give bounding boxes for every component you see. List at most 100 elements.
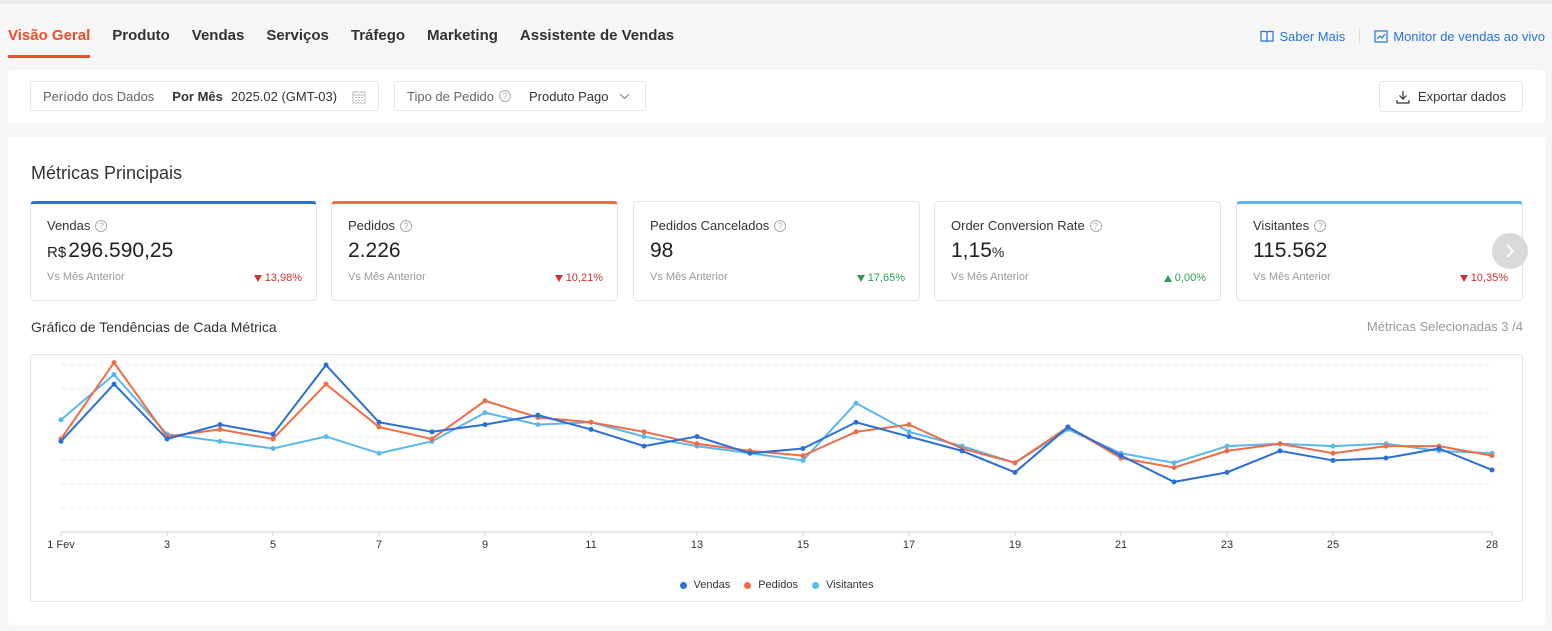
data-point-visitantes[interactable] [1224, 443, 1230, 449]
data-point-pedidos[interactable] [1383, 443, 1389, 449]
change-value: 13,98% [264, 272, 302, 284]
data-point-vendas[interactable] [1171, 479, 1177, 485]
legend-item-pedidos[interactable]: Pedidos [744, 579, 798, 591]
data-point-vendas[interactable] [959, 448, 965, 454]
data-point-pedidos[interactable] [270, 436, 276, 442]
data-point-vendas[interactable] [164, 436, 170, 442]
data-point-vendas[interactable] [588, 426, 594, 432]
data-point-pedidos[interactable] [641, 429, 647, 435]
monitor-link[interactable]: Monitor de vendas ao vivo [1374, 29, 1545, 44]
data-point-visitantes[interactable] [1330, 443, 1336, 449]
data-point-vendas[interactable] [217, 422, 223, 428]
data-point-vendas[interactable] [58, 438, 64, 444]
data-point-vendas[interactable] [641, 443, 647, 449]
data-point-pedidos[interactable] [1489, 453, 1495, 459]
tab-trafego[interactable]: Tráfego [350, 27, 406, 44]
data-point-vendas[interactable] [270, 431, 276, 437]
data-point-pedidos[interactable] [376, 424, 382, 430]
saber-mais-link[interactable]: Saber Mais [1260, 29, 1345, 44]
help-icon[interactable]: ? [1314, 219, 1327, 232]
tab-servicos[interactable]: Serviços [266, 27, 329, 44]
help-icon[interactable]: ? [498, 90, 511, 102]
legend-item-visitantes[interactable]: Visitantes [811, 579, 873, 591]
help-icon[interactable]: ? [1089, 219, 1102, 232]
data-point-visitantes[interactable] [217, 438, 223, 444]
data-point-pedidos[interactable] [1171, 465, 1177, 471]
metric-card-pedidos-cancelados[interactable]: Pedidos Cancelados? 98 Vs Mês Anterior 1… [633, 201, 920, 301]
data-point-pedidos[interactable] [482, 398, 488, 404]
data-point-pedidos[interactable] [800, 453, 806, 459]
data-point-vendas[interactable] [747, 450, 753, 456]
data-point-vendas[interactable] [111, 381, 117, 387]
period-picker[interactable]: Período dos Dados Por Mês 2025.02 (GMT-0… [30, 81, 379, 111]
tab-marketing[interactable]: Marketing [427, 27, 498, 44]
data-point-visitantes[interactable] [641, 434, 647, 440]
legend-item-vendas[interactable]: Vendas [679, 579, 730, 591]
data-point-visitantes[interactable] [270, 446, 276, 451]
data-point-vendas[interactable] [1330, 457, 1336, 463]
tab-vendas[interactable]: Vendas [191, 27, 245, 44]
next-cards-button[interactable] [1492, 233, 1528, 269]
export-button[interactable]: Exportar dados [1379, 81, 1523, 112]
data-point-pedidos[interactable] [694, 441, 700, 447]
data-point-vendas[interactable] [376, 419, 382, 425]
data-point-vendas[interactable] [535, 412, 541, 418]
data-point-pedidos[interactable] [853, 429, 859, 435]
data-point-visitantes[interactable] [376, 450, 382, 456]
legend-dot [744, 581, 752, 589]
export-label: Exportar dados [1417, 89, 1507, 104]
data-point-vendas[interactable] [800, 446, 806, 451]
data-point-visitantes[interactable] [323, 434, 329, 440]
data-point-pedidos[interactable] [1330, 450, 1336, 456]
data-point-visitantes[interactable] [1171, 460, 1177, 466]
data-point-vendas[interactable] [1383, 455, 1389, 461]
x-tick-label: 15 [797, 539, 809, 551]
currency-symbol: R$ [47, 244, 67, 261]
help-icon[interactable]: ? [399, 219, 412, 232]
data-point-pedidos[interactable] [906, 422, 912, 428]
data-point-vendas[interactable] [1436, 446, 1442, 451]
data-point-vendas[interactable] [1277, 448, 1283, 454]
data-point-pedidos[interactable] [217, 426, 223, 432]
data-point-vendas[interactable] [1224, 469, 1230, 475]
data-point-vendas[interactable] [694, 434, 700, 440]
data-point-vendas[interactable] [1065, 424, 1071, 430]
data-point-vendas[interactable] [482, 422, 488, 428]
metric-card-visitantes[interactable]: Visitantes? 115.562 Vs Mês Anterior 10,3… [1236, 201, 1523, 301]
metric-card-pedidos[interactable]: Pedidos? 2.226 Vs Mês Anterior 10,21% [331, 201, 618, 301]
selected-metrics-count[interactable]: Métricas Selecionadas 3 /4 [1366, 319, 1523, 334]
data-point-pedidos[interactable] [323, 381, 329, 387]
data-point-visitantes[interactable] [111, 372, 117, 378]
data-point-visitantes[interactable] [535, 422, 541, 428]
tab-assistente-de-vendas[interactable]: Assistente de Vendas [519, 27, 675, 44]
data-point-visitantes[interactable] [906, 429, 912, 435]
data-point-visitantes[interactable] [482, 410, 488, 416]
nav-divider [1359, 29, 1361, 43]
data-point-vendas[interactable] [906, 434, 912, 440]
data-point-vendas[interactable] [323, 362, 329, 368]
help-icon[interactable]: ? [95, 219, 108, 232]
order-type-select[interactable]: Tipo de Pedido ? Produto Pago [394, 81, 646, 111]
data-point-vendas[interactable] [1012, 469, 1018, 475]
download-icon [1396, 90, 1410, 104]
tab-visao-geral[interactable]: Visão Geral [8, 4, 91, 68]
data-point-pedidos[interactable] [111, 360, 117, 366]
change-value: 10,35% [1470, 272, 1508, 284]
data-point-visitantes[interactable] [853, 400, 859, 406]
data-point-visitantes[interactable] [800, 457, 806, 463]
data-point-pedidos[interactable] [1277, 441, 1283, 447]
metric-card-order-conversion-rate[interactable]: Order Conversion Rate? 1,15% Vs Mês Ante… [934, 201, 1221, 301]
data-point-vendas[interactable] [853, 419, 859, 425]
data-point-visitantes[interactable] [58, 417, 64, 423]
help-icon[interactable]: ? [774, 219, 787, 232]
metric-name: Visitantes? [1253, 218, 1506, 233]
tab-produto[interactable]: Produto [112, 27, 170, 44]
metric-card-vendas[interactable]: Vendas? R$296.590,25 Vs Mês Anterior 13,… [30, 201, 317, 301]
data-point-pedidos[interactable] [1224, 448, 1230, 454]
data-point-pedidos[interactable] [588, 419, 594, 425]
data-point-vendas[interactable] [429, 429, 435, 435]
data-point-pedidos[interactable] [1012, 460, 1018, 466]
data-point-vendas[interactable] [1118, 453, 1124, 459]
data-point-vendas[interactable] [1489, 467, 1495, 473]
data-point-pedidos[interactable] [429, 436, 435, 442]
